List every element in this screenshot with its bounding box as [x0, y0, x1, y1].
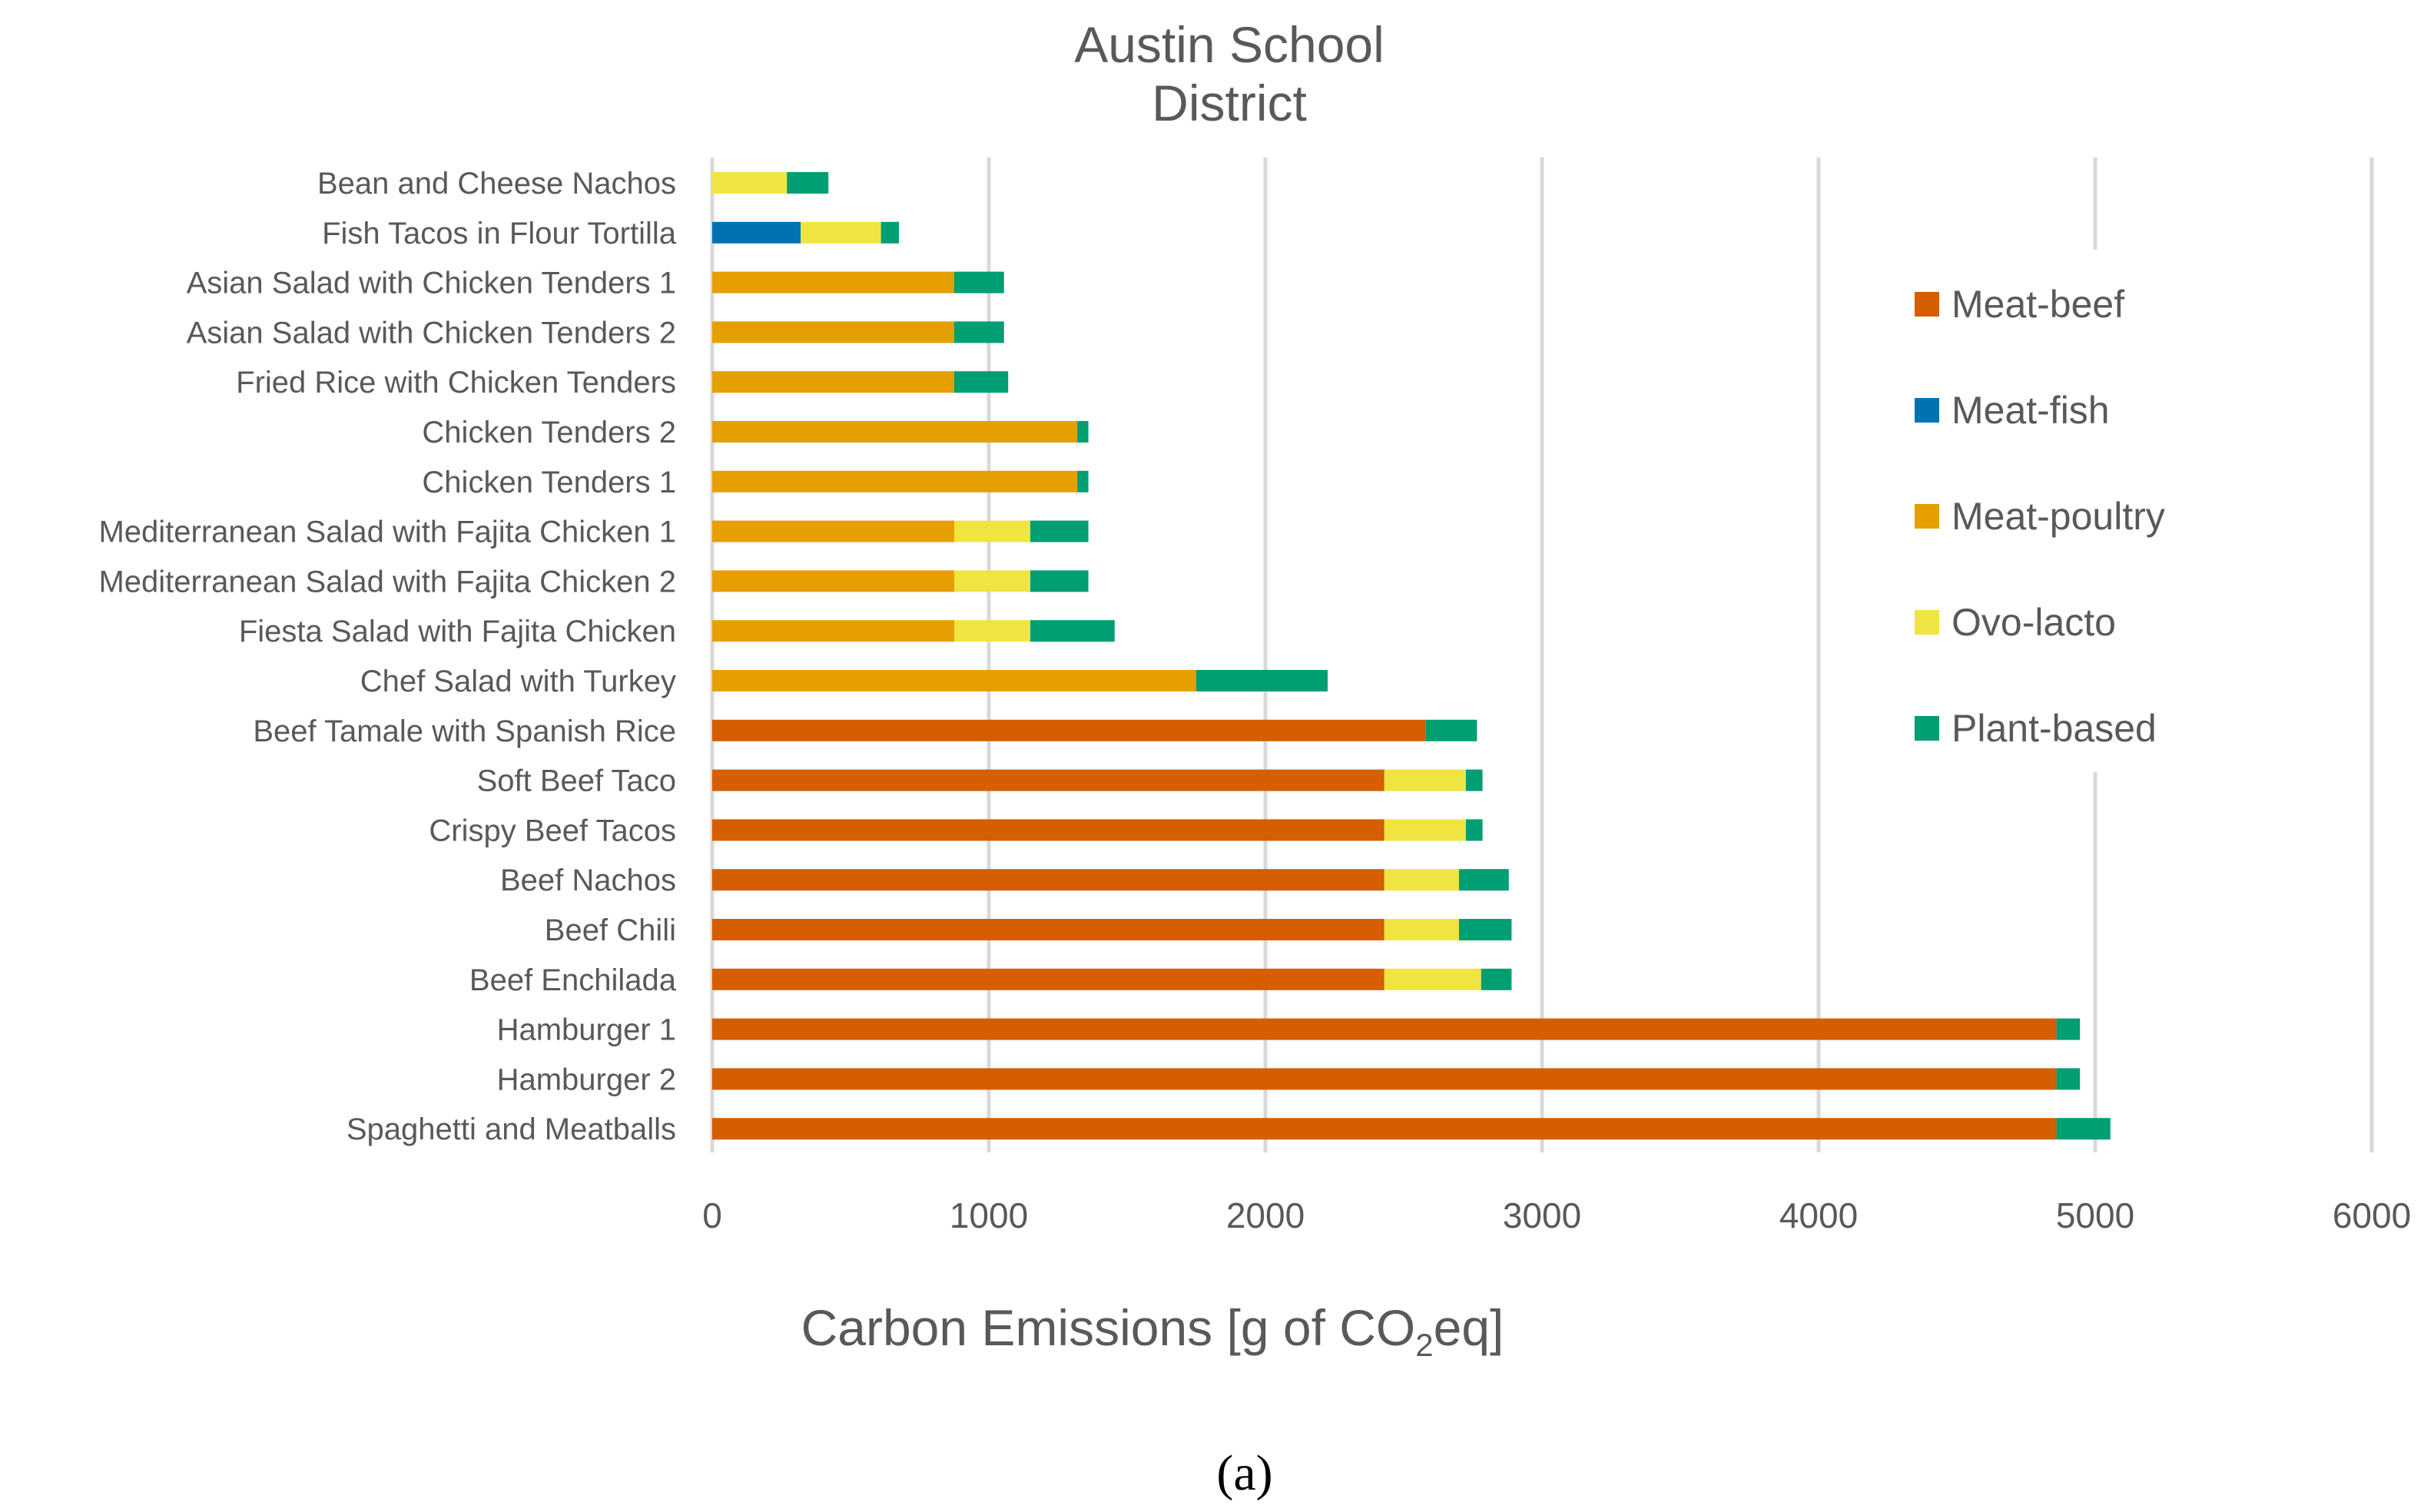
bar-18-plant-based: [2056, 1018, 2081, 1040]
bar-20-plant-based: [2056, 1118, 2111, 1140]
legend-label-meat-fish: Meat-fish: [1952, 389, 2110, 432]
bar-12-plant-based: [1425, 719, 1477, 741]
bar-7-meat-poultry: [712, 470, 1078, 492]
category-label-7: Chicken Tenders 1: [422, 466, 676, 499]
category-label-11: Chef Salad with Turkey: [360, 665, 676, 698]
category-label-12: Beef Tamale with Spanish Rice: [253, 715, 676, 748]
x-tick-4000: 4000: [1779, 1195, 1858, 1235]
bar-17-ovo-lacto: [1384, 968, 1481, 990]
bar-9-plant-based: [1030, 570, 1089, 592]
chart-title: Austin School District: [1074, 16, 1384, 131]
bar-14-plant-based: [1466, 819, 1483, 841]
x-tick-0: 0: [702, 1195, 722, 1235]
bar-6-plant-based: [1077, 421, 1089, 443]
bar-13-plant-based: [1466, 769, 1483, 791]
category-label-17: Beef Enchilada: [469, 963, 677, 997]
category-label-16: Beef Chili: [545, 914, 676, 947]
bar-5-meat-poultry: [712, 371, 954, 393]
bar-2-ovo-lacto: [801, 221, 881, 244]
category-label-13: Soft Beef Taco: [477, 764, 676, 798]
bar-1-ovo-lacto: [712, 172, 788, 194]
x-tick-6000: 6000: [2333, 1195, 2411, 1235]
bar-15-plant-based: [1459, 869, 1509, 891]
bar-10-plant-based: [1030, 620, 1115, 642]
legend-background: [1875, 250, 2274, 772]
bar-16-ovo-lacto: [1384, 919, 1459, 940]
bar-19-plant-based: [2056, 1068, 2081, 1090]
bar-3-plant-based: [954, 271, 1004, 293]
category-label-15: Beef Nachos: [500, 864, 676, 897]
bar-11-meat-poultry: [712, 670, 1196, 691]
legend-swatch-meat-fish: [1915, 398, 1939, 423]
bar-15-ovo-lacto: [1384, 869, 1459, 891]
bar-17-meat-beef: [712, 968, 1384, 990]
bar-8-meat-poultry: [712, 520, 954, 542]
legend: Meat-beef Meat-fish Meat-poultry Ovo-lacto P…: [1875, 250, 2274, 772]
legend-label-meat-beef: Meat-beef: [1952, 283, 2124, 326]
legend-swatch-plant-based: [1915, 716, 1939, 741]
bar-11-plant-based: [1196, 670, 1328, 691]
bar-10-ovo-lacto: [954, 620, 1030, 642]
bar-4-meat-poultry: [712, 321, 954, 343]
bar-4-plant-based: [954, 321, 1004, 343]
bar-14-meat-beef: [712, 819, 1384, 841]
bar-17-plant-based: [1481, 968, 1512, 990]
bar-6-meat-poultry: [712, 421, 1078, 443]
bar-16-meat-beef: [712, 919, 1384, 940]
legend-label-ovo-lacto: Ovo-lacto: [1952, 601, 2116, 644]
x-axis-title-suffix: eq]: [1433, 1299, 1504, 1356]
category-label-6: Chicken Tenders 2: [422, 416, 676, 449]
category-labels: Bean and Cheese Nachos Fish Tacos in Flou…: [98, 167, 676, 1146]
legend-swatch-ovo-lacto: [1915, 610, 1939, 635]
bar-8-plant-based: [1030, 520, 1089, 542]
bar-3-meat-poultry: [712, 271, 954, 293]
x-axis-title-prefix: Carbon Emissions [g of CO: [801, 1299, 1416, 1356]
bar-2-meat-fish: [712, 221, 801, 244]
x-tick-1000: 1000: [950, 1195, 1028, 1235]
bar-13-meat-beef: [712, 769, 1384, 791]
x-axis-title-subscript: 2: [1415, 1327, 1434, 1364]
category-label-10: Fiesta Salad with Fajita Chicken: [239, 615, 676, 648]
bar-19-meat-beef: [712, 1068, 2057, 1090]
category-label-3: Asian Salad with Chicken Tenders 1: [187, 267, 676, 300]
x-tick-3000: 3000: [1503, 1195, 1581, 1235]
bar-9-ovo-lacto: [954, 570, 1030, 592]
category-label-5: Fried Rice with Chicken Tenders: [236, 366, 676, 400]
category-label-8: Mediterranean Salad with Fajita Chicken …: [98, 516, 676, 549]
bar-7-plant-based: [1077, 470, 1089, 492]
bar-5-plant-based: [954, 371, 1009, 393]
x-tick-2000: 2000: [1226, 1195, 1305, 1235]
bar-8-ovo-lacto: [954, 520, 1030, 542]
legend-label-meat-poultry: Meat-poultry: [1952, 495, 2165, 538]
category-label-9: Mediterranean Salad with Fajita Chicken …: [98, 565, 676, 598]
category-label-4: Asian Salad with Chicken Tenders 2: [187, 316, 676, 350]
bar-1-plant-based: [787, 172, 829, 194]
bar-15-meat-beef: [712, 869, 1384, 891]
bar-16-plant-based: [1459, 919, 1512, 940]
bar-9-meat-poultry: [712, 570, 954, 592]
bar-10-meat-poultry: [712, 620, 954, 642]
legend-swatch-meat-poultry: [1915, 504, 1939, 529]
bar-20-meat-beef: [712, 1118, 2057, 1140]
category-label-19: Hamburger 2: [497, 1063, 676, 1096]
category-label-18: Hamburger 1: [497, 1013, 676, 1047]
x-tick-labels: 0 1000 2000 3000 4000 5000 6000: [702, 1195, 2411, 1235]
category-label-20: Spaghetti and Meatballs: [347, 1112, 676, 1146]
category-label-2: Fish Tacos in Flour Tortilla: [322, 217, 677, 250]
x-tick-5000: 5000: [2056, 1195, 2134, 1235]
category-label-14: Crispy Beef Tacos: [429, 814, 676, 847]
bars-group: [712, 172, 2111, 1140]
x-axis-title: Carbon Emissions [g of CO2eq]: [768, 1298, 1537, 1364]
legend-label-plant-based: Plant-based: [1952, 707, 2157, 750]
bar-12-meat-beef: [712, 719, 1426, 741]
category-label-1: Bean and Cheese Nachos: [317, 167, 676, 201]
legend-swatch-meat-beef: [1915, 292, 1939, 317]
bar-14-ovo-lacto: [1384, 819, 1466, 841]
panel-label: (a): [1216, 1445, 1273, 1501]
bar-2-plant-based: [880, 221, 899, 244]
bar-13-ovo-lacto: [1384, 769, 1466, 791]
bar-18-meat-beef: [712, 1018, 2057, 1040]
